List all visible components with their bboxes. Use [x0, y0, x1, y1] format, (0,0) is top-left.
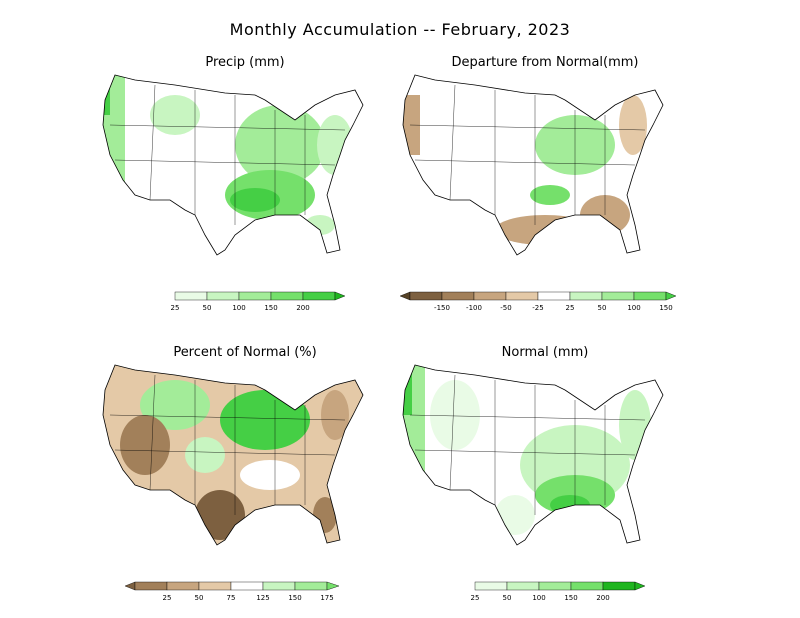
precip-legend-label: 200	[296, 304, 309, 312]
departure-legend-label: -100	[466, 304, 482, 312]
percent-legend-label: 25	[163, 594, 172, 602]
normal-legend-label: 100	[532, 594, 545, 602]
precip-legend-label: 25	[171, 304, 180, 312]
normal-map	[402, 364, 664, 546]
departure-legend-label: -150	[434, 304, 450, 312]
precip-panel: Precip (mm)	[95, 55, 395, 312]
normal-panel: Normal (mm)	[395, 345, 695, 602]
precip-map	[102, 74, 364, 256]
percent-colorbar: 25 50 75 125 150 175	[125, 581, 340, 602]
precip-legend-label: 150	[264, 304, 277, 312]
main-title: Monthly Accumulation -- February, 2023	[229, 20, 571, 39]
panel-title-percent: Percent of Normal (%)	[173, 345, 317, 360]
normal-legend-label: 50	[503, 594, 512, 602]
precip-legend-label: 50	[203, 304, 212, 312]
departure-legend-label: 25	[566, 304, 575, 312]
departure-legend-label: -25	[532, 304, 543, 312]
departure-map	[402, 74, 664, 256]
normal-legend-label: 150	[564, 594, 577, 602]
percent-legend-label: 75	[227, 594, 236, 602]
departure-legend-label: 150	[659, 304, 672, 312]
percent-panel: Percent of Normal (%)	[95, 345, 395, 602]
departure-legend-label: -50	[500, 304, 511, 312]
normal-legend-label: 200	[596, 594, 609, 602]
departure-legend-label: 100	[627, 304, 640, 312]
panel-title-precip: Precip (mm)	[205, 55, 285, 70]
departure-colorbar: -150 -100 -50 -25 25 50 100 150	[400, 291, 677, 312]
departure-legend-label: 50	[598, 304, 607, 312]
percent-legend-label: 175	[320, 594, 333, 602]
normal-colorbar: 25 50 100 150 200	[471, 581, 645, 602]
percent-map	[102, 364, 364, 546]
precip-colorbar: 25 50 100 150 200	[171, 291, 345, 312]
percent-legend-label: 125	[256, 594, 269, 602]
panel-title-departure: Departure from Normal(mm)	[451, 55, 639, 70]
normal-legend-label: 25	[471, 594, 480, 602]
percent-legend-label: 150	[288, 594, 301, 602]
precip-legend-label: 100	[232, 304, 245, 312]
departure-panel: Departure from Normal(mm)	[395, 55, 695, 312]
percent-legend-label: 50	[195, 594, 204, 602]
panel-title-normal: Normal (mm)	[501, 345, 589, 360]
